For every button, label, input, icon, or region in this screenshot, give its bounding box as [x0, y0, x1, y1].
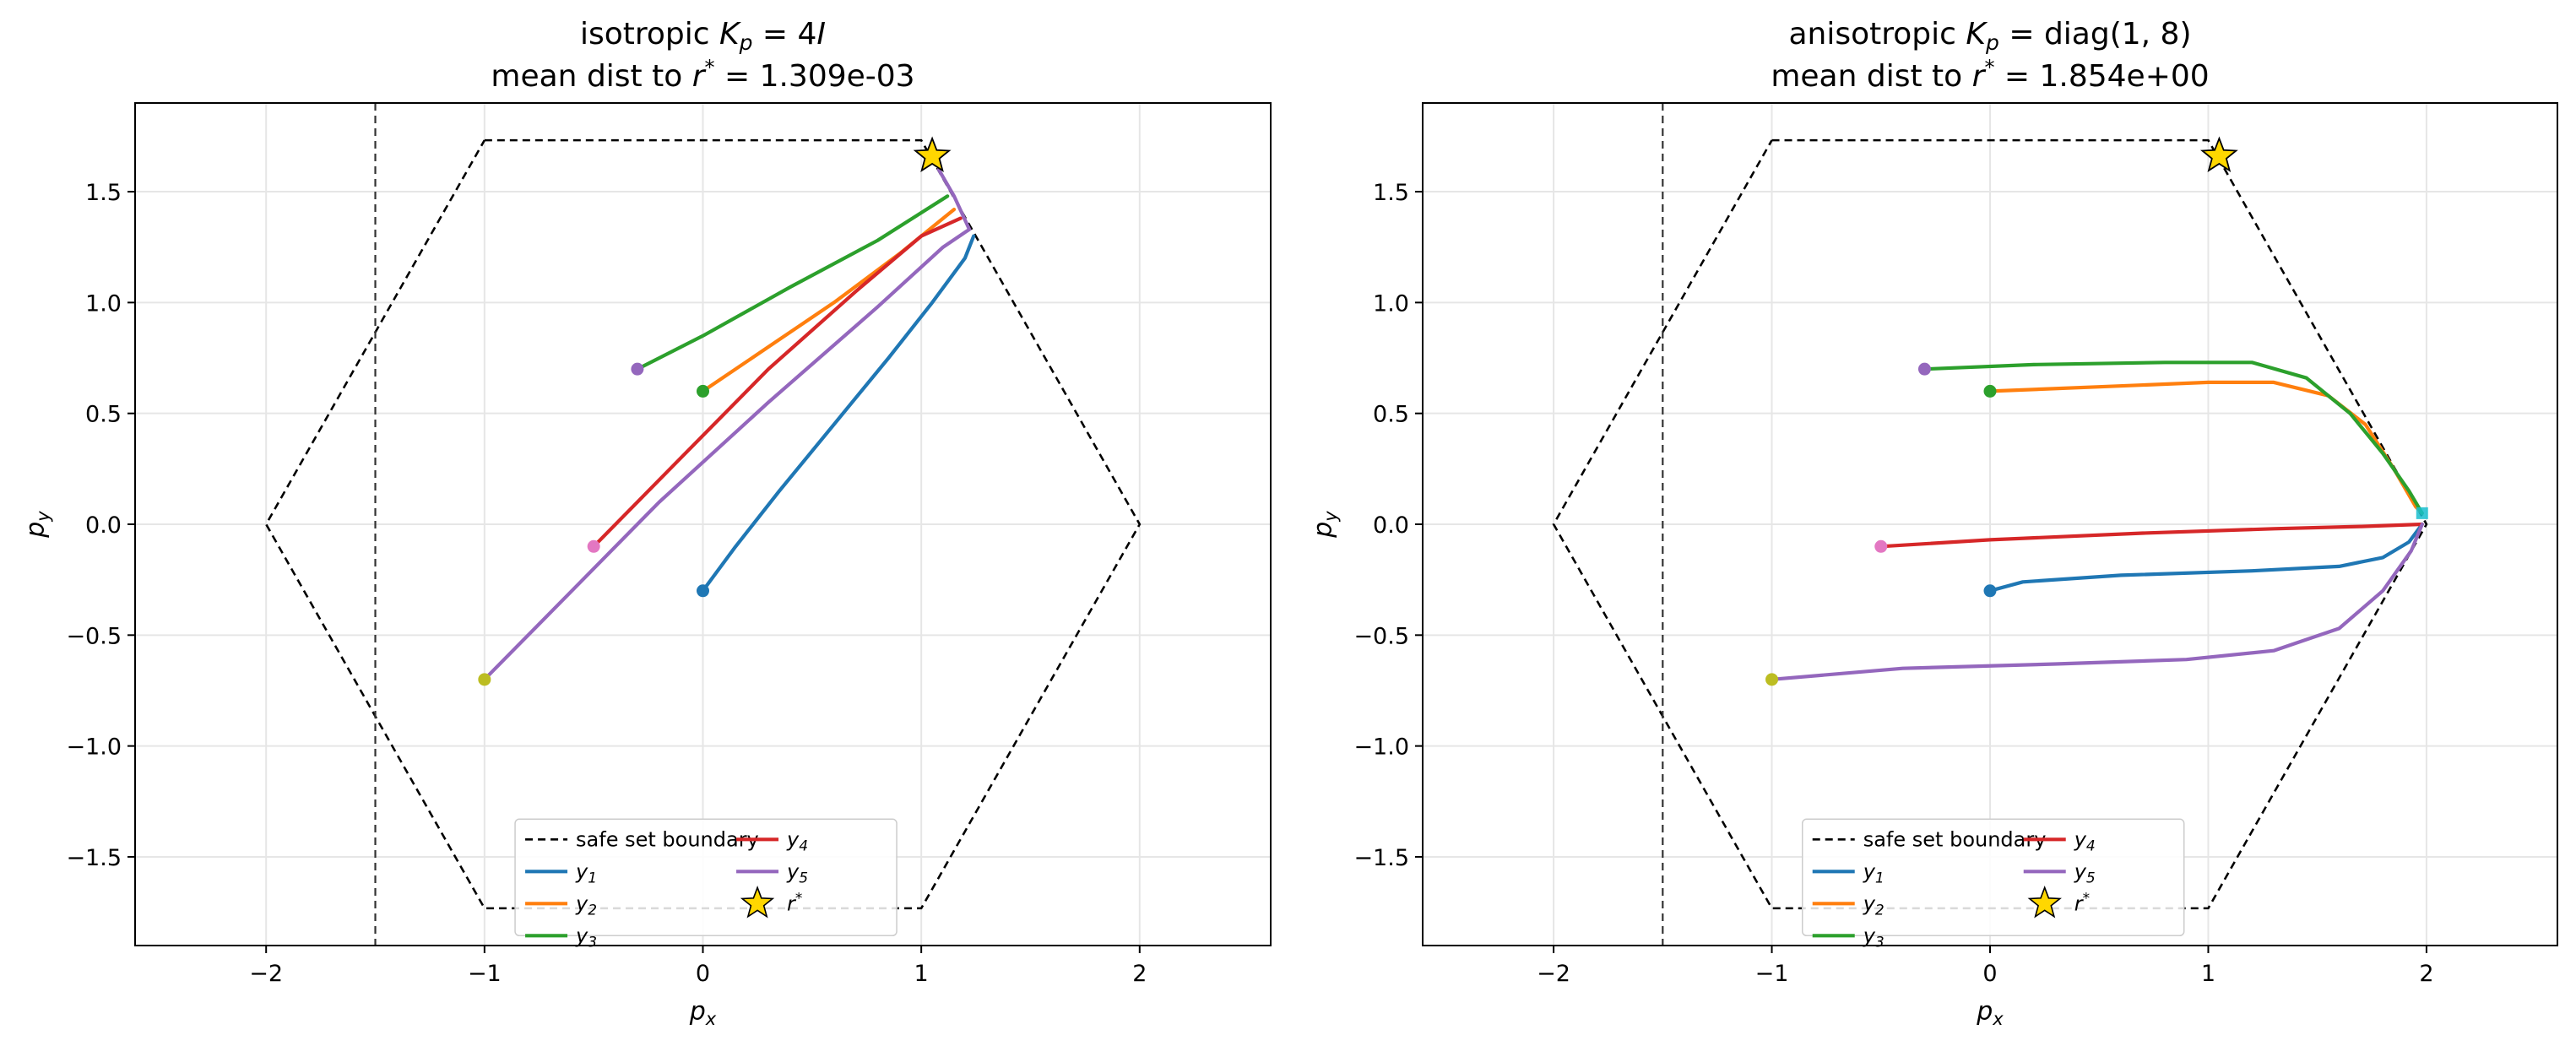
start-marker-y3: [1917, 362, 1931, 376]
chart-panel-2: −2 −1 0 1 2 1.5 1.0 0.5 0.0 −0.5 −1.0 −1.5 px py aniso…: [1309, 17, 2558, 1029]
start-marker-y5: [478, 673, 491, 686]
start-marker-y3: [631, 362, 644, 376]
x-tick-label: 2: [2419, 961, 2433, 987]
x-tick-label: 0: [1982, 961, 1997, 987]
x-tick-label: 1: [914, 961, 929, 987]
legend-label-boundary: safe set boundary: [1863, 827, 2047, 851]
y-tick-label: −1.0: [1353, 734, 1409, 761]
legend-label-y3: y3: [1863, 924, 1885, 951]
r-star-marker: [913, 136, 952, 173]
x-tick-label: −2: [1537, 961, 1570, 987]
grid: [1423, 103, 2557, 946]
plot-area: [264, 103, 1142, 946]
y-tick-label: 0.0: [1373, 512, 1409, 539]
series-line-y1: [1988, 522, 2424, 593]
y-axis-label-sub: y: [1321, 511, 1341, 523]
safe-set-boundary: [1552, 138, 2428, 910]
x-ticks: −2 −1 0 1 2: [249, 946, 1147, 987]
y-ticks: 1.5 1.0 0.5 0.0 −0.5 −1.0 −1.5: [66, 180, 135, 871]
series-line-y3: [1923, 360, 2424, 516]
end-marker: [2416, 507, 2428, 519]
y-tick-label: 1.0: [1373, 290, 1409, 317]
x-tick-label: −1: [468, 961, 502, 987]
x-ticks: −2 −1 0 1 2: [1537, 946, 2434, 987]
r-star-marker: [2200, 136, 2238, 173]
y-tick-label: 0.5: [85, 402, 122, 428]
x-tick-label: 0: [696, 961, 710, 987]
legend-handle-r-star: [2027, 886, 2062, 919]
start-marker-y4: [587, 539, 600, 553]
y-tick-label: 1.0: [85, 290, 122, 317]
start-marker-y1: [697, 584, 709, 598]
chart-panel-1: −2 −1 0 1 2 1.5 1.0 0.5 0.0 −0.5 −1.0 −1.5 px py isotr…: [21, 17, 1272, 1029]
y-tick-label: −1.5: [66, 845, 122, 871]
series-line-y4: [1879, 522, 2424, 549]
series-line-y2: [701, 208, 957, 393]
x-axis-label: px: [1976, 997, 2004, 1029]
y-tick-label: 0.5: [1373, 402, 1409, 428]
chart-title-line2: mean dist to r* = 1.854e+00: [1771, 56, 2209, 94]
plot-area: [1552, 103, 2428, 946]
x-tick-label: 1: [2201, 961, 2215, 987]
chart-title-line1: anisotropic Kp = diag(1, 8): [1789, 17, 2192, 55]
start-marker-y5: [1765, 673, 1779, 686]
series-line-y3: [635, 194, 950, 371]
y-axis-label: py: [1309, 511, 1341, 539]
legend-box: [514, 818, 898, 937]
y-tick-label: 0.0: [85, 512, 122, 539]
start-marker-y2: [697, 384, 709, 398]
y-tick-label: −1.5: [1353, 845, 1409, 871]
start-marker-y1: [1983, 584, 1997, 598]
series-line-y5: [1770, 522, 2424, 681]
x-tick-label: 2: [1132, 961, 1147, 987]
series-line-y1: [701, 234, 976, 593]
start-marker-y4: [1874, 539, 1888, 553]
y-tick-label: −0.5: [66, 623, 122, 649]
y-tick-label: 1.5: [85, 180, 122, 206]
x-axis-label-sub: x: [1992, 1009, 2004, 1029]
safe-set-boundary: [264, 138, 1142, 910]
series-line-y5: [482, 167, 972, 681]
x-axis-label-sub: x: [705, 1009, 717, 1029]
legend-handle-r-star: [740, 886, 775, 919]
y-axis-label-sub: y: [33, 511, 53, 523]
y-tick-label: 1.5: [1373, 180, 1409, 206]
series-line-y4: [592, 216, 963, 549]
y-tick-label: −0.5: [1353, 623, 1409, 649]
chart-title-line2: mean dist to r* = 1.309e-03: [491, 56, 914, 94]
start-marker-y2: [1983, 384, 1997, 398]
x-tick-label: −2: [249, 961, 283, 987]
legend-label-boundary: safe set boundary: [576, 827, 759, 851]
legend-box: [1801, 818, 2185, 937]
chart-title-line1: isotropic Kp = 4I: [580, 17, 826, 55]
y-tick-label: −1.0: [66, 734, 122, 761]
y-axis-label: py: [21, 511, 53, 539]
y-ticks: 1.5 1.0 0.5 0.0 −0.5 −1.0 −1.5: [1353, 180, 1423, 871]
x-tick-label: −1: [1755, 961, 1789, 987]
x-axis-label: px: [689, 997, 717, 1029]
